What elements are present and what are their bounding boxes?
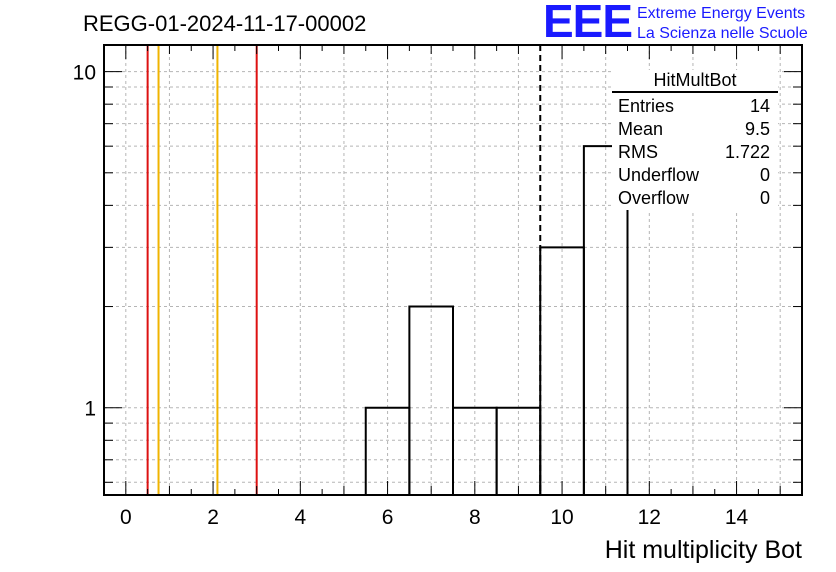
stats-label: Overflow — [618, 188, 690, 208]
stats-row: Overflow 0 — [612, 187, 778, 210]
stats-row: Underflow 0 — [612, 164, 778, 187]
x-tick-label: 8 — [469, 506, 481, 529]
stats-value: 14 — [749, 96, 770, 116]
stats-row: Entries 14 — [612, 95, 778, 118]
x-tick-label: 4 — [294, 506, 306, 529]
stats-label: RMS — [618, 142, 658, 162]
y-tick-label: 10 — [73, 62, 96, 85]
x-tick-label: 2 — [207, 506, 219, 529]
x-tick-label: 14 — [725, 506, 749, 529]
histogram-bin — [582, 145, 629, 495]
stats-label: Underflow — [618, 165, 700, 185]
stats-value: 0 — [759, 165, 770, 185]
stats-value: 1.722 — [724, 142, 770, 162]
stats-row: RMS 1.722 — [612, 141, 778, 164]
x-tick-label: 6 — [382, 506, 394, 529]
y-tick-label: 1 — [84, 398, 96, 421]
x-tick-label: 12 — [638, 506, 661, 529]
stats-value: 9.5 — [744, 119, 770, 139]
stats-row: Mean 9.5 — [612, 118, 778, 141]
logo-line-2: La Scienza nelle Scuole — [637, 25, 808, 42]
stats-label: Entries — [618, 96, 675, 116]
x-tick-label: 10 — [550, 506, 573, 529]
stats-box: HitMultBot Entries 14 Mean 9.5 RMS 1.722… — [612, 70, 778, 210]
logo-line-1: Extreme Energy Events — [637, 5, 806, 22]
stats-label: Mean — [618, 119, 664, 139]
stats-title: HitMultBot — [612, 70, 778, 93]
histogram-bin — [408, 305, 454, 495]
x-axis-label: Hit multiplicity Bot — [604, 536, 802, 564]
chart-title: REGG-01-2024-11-17-00002 — [83, 11, 367, 36]
eee-logo: EEE — [543, 0, 633, 47]
x-tick-label: 0 — [120, 506, 132, 529]
stats-value: 0 — [759, 188, 770, 208]
